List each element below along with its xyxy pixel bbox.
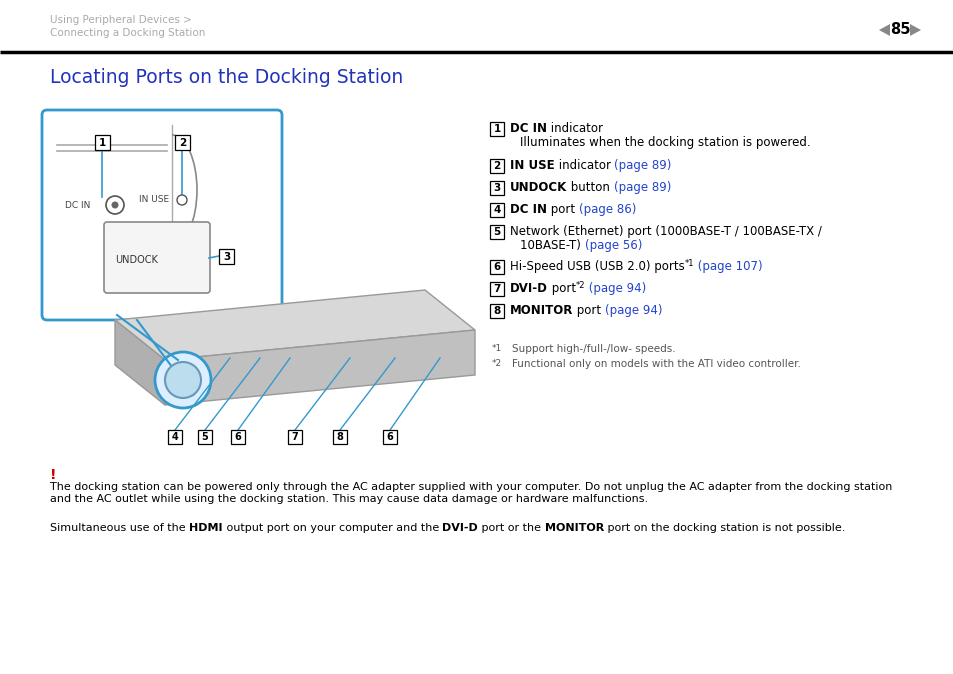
Text: port: port bbox=[547, 282, 576, 295]
Text: Simultaneous use of the: Simultaneous use of the bbox=[50, 523, 189, 533]
FancyBboxPatch shape bbox=[231, 430, 245, 444]
Text: DVI-D: DVI-D bbox=[442, 523, 477, 533]
FancyBboxPatch shape bbox=[382, 430, 396, 444]
Text: 1: 1 bbox=[99, 137, 106, 148]
Text: Hi-Speed USB (USB 2.0) ports: Hi-Speed USB (USB 2.0) ports bbox=[510, 260, 684, 273]
Text: *1: *1 bbox=[492, 344, 501, 353]
Text: 2: 2 bbox=[178, 137, 186, 148]
Text: UNDOCK: UNDOCK bbox=[115, 255, 158, 265]
Text: 4: 4 bbox=[493, 205, 500, 215]
Text: 6: 6 bbox=[386, 432, 393, 442]
Text: port or the: port or the bbox=[477, 523, 544, 533]
FancyBboxPatch shape bbox=[218, 249, 234, 264]
FancyBboxPatch shape bbox=[94, 135, 111, 150]
FancyBboxPatch shape bbox=[197, 430, 213, 444]
Text: DC IN: DC IN bbox=[510, 203, 546, 216]
Text: 6: 6 bbox=[493, 262, 500, 272]
Text: Using Peripheral Devices >: Using Peripheral Devices > bbox=[50, 15, 192, 25]
Text: The docking station can be powered only through the AC adapter supplied with you: The docking station can be powered only … bbox=[50, 482, 891, 492]
Text: *2: *2 bbox=[492, 359, 501, 368]
Text: MONITOR: MONITOR bbox=[510, 304, 573, 317]
Polygon shape bbox=[115, 320, 165, 405]
Text: 3: 3 bbox=[223, 251, 230, 262]
Text: 7: 7 bbox=[292, 432, 298, 442]
Text: 6: 6 bbox=[234, 432, 241, 442]
FancyBboxPatch shape bbox=[489, 282, 504, 297]
Polygon shape bbox=[165, 330, 475, 405]
Text: HDMI: HDMI bbox=[189, 523, 222, 533]
Text: (page 89): (page 89) bbox=[613, 181, 671, 194]
Text: 8: 8 bbox=[336, 432, 343, 442]
Text: and the AC outlet while using the docking station. This may cause data damage or: and the AC outlet while using the dockin… bbox=[50, 494, 647, 504]
Text: 2: 2 bbox=[493, 161, 500, 171]
Text: port: port bbox=[546, 203, 578, 216]
Circle shape bbox=[154, 352, 211, 408]
FancyBboxPatch shape bbox=[489, 158, 504, 173]
Circle shape bbox=[165, 362, 201, 398]
FancyBboxPatch shape bbox=[489, 259, 504, 274]
Text: IN USE: IN USE bbox=[510, 159, 554, 172]
Text: DVI-D: DVI-D bbox=[510, 282, 547, 295]
FancyBboxPatch shape bbox=[333, 430, 347, 444]
Text: 5: 5 bbox=[493, 227, 500, 237]
FancyBboxPatch shape bbox=[42, 110, 282, 320]
Text: (page 94): (page 94) bbox=[585, 282, 646, 295]
Text: 5: 5 bbox=[201, 432, 208, 442]
Text: Locating Ports on the Docking Station: Locating Ports on the Docking Station bbox=[50, 68, 403, 87]
Text: (page 86): (page 86) bbox=[578, 203, 636, 216]
FancyBboxPatch shape bbox=[489, 122, 504, 136]
Text: Network (Ethernet) port (1000BASE-T / 100BASE-TX /: Network (Ethernet) port (1000BASE-T / 10… bbox=[510, 225, 821, 238]
Text: 10BASE-T): 10BASE-T) bbox=[519, 239, 584, 252]
Text: port: port bbox=[573, 304, 604, 317]
Text: !: ! bbox=[50, 468, 56, 482]
Circle shape bbox=[112, 202, 118, 208]
Text: IN USE: IN USE bbox=[139, 195, 169, 204]
Text: indicator: indicator bbox=[546, 122, 602, 135]
Text: 4: 4 bbox=[172, 432, 178, 442]
Text: button: button bbox=[567, 181, 613, 194]
Text: 85: 85 bbox=[889, 22, 909, 38]
Text: MONITOR: MONITOR bbox=[544, 523, 603, 533]
Polygon shape bbox=[115, 290, 475, 360]
Text: (page 89): (page 89) bbox=[614, 159, 671, 172]
Text: (page 94): (page 94) bbox=[604, 304, 662, 317]
FancyBboxPatch shape bbox=[288, 430, 302, 444]
Text: (page 107): (page 107) bbox=[694, 260, 762, 273]
FancyBboxPatch shape bbox=[489, 304, 504, 318]
Text: Support high-/full-/low- speeds.: Support high-/full-/low- speeds. bbox=[512, 344, 675, 354]
FancyBboxPatch shape bbox=[174, 135, 190, 150]
Text: DC IN: DC IN bbox=[510, 122, 546, 135]
Circle shape bbox=[177, 195, 187, 205]
Text: 3: 3 bbox=[493, 183, 500, 193]
Text: 8: 8 bbox=[493, 306, 500, 316]
Text: *2: *2 bbox=[576, 281, 585, 290]
Text: (page 56): (page 56) bbox=[584, 239, 641, 252]
Text: indicator: indicator bbox=[554, 159, 614, 172]
Text: *1: *1 bbox=[684, 259, 694, 268]
Text: UNDOCK: UNDOCK bbox=[510, 181, 567, 194]
Text: 1: 1 bbox=[493, 124, 500, 134]
Text: port on the docking station is not possible.: port on the docking station is not possi… bbox=[603, 523, 844, 533]
Text: DC IN: DC IN bbox=[65, 200, 91, 210]
FancyBboxPatch shape bbox=[104, 222, 210, 293]
Text: Illuminates when the docking station is powered.: Illuminates when the docking station is … bbox=[519, 136, 810, 149]
FancyBboxPatch shape bbox=[489, 203, 504, 217]
Text: output port on your computer and the: output port on your computer and the bbox=[222, 523, 442, 533]
Text: Connecting a Docking Station: Connecting a Docking Station bbox=[50, 28, 205, 38]
FancyBboxPatch shape bbox=[168, 430, 182, 444]
Polygon shape bbox=[878, 24, 889, 36]
Polygon shape bbox=[909, 24, 920, 36]
FancyBboxPatch shape bbox=[489, 181, 504, 195]
FancyBboxPatch shape bbox=[489, 224, 504, 239]
Text: 7: 7 bbox=[493, 284, 500, 294]
Circle shape bbox=[106, 196, 124, 214]
Text: Functional only on models with the ATI video controller.: Functional only on models with the ATI v… bbox=[512, 359, 800, 369]
